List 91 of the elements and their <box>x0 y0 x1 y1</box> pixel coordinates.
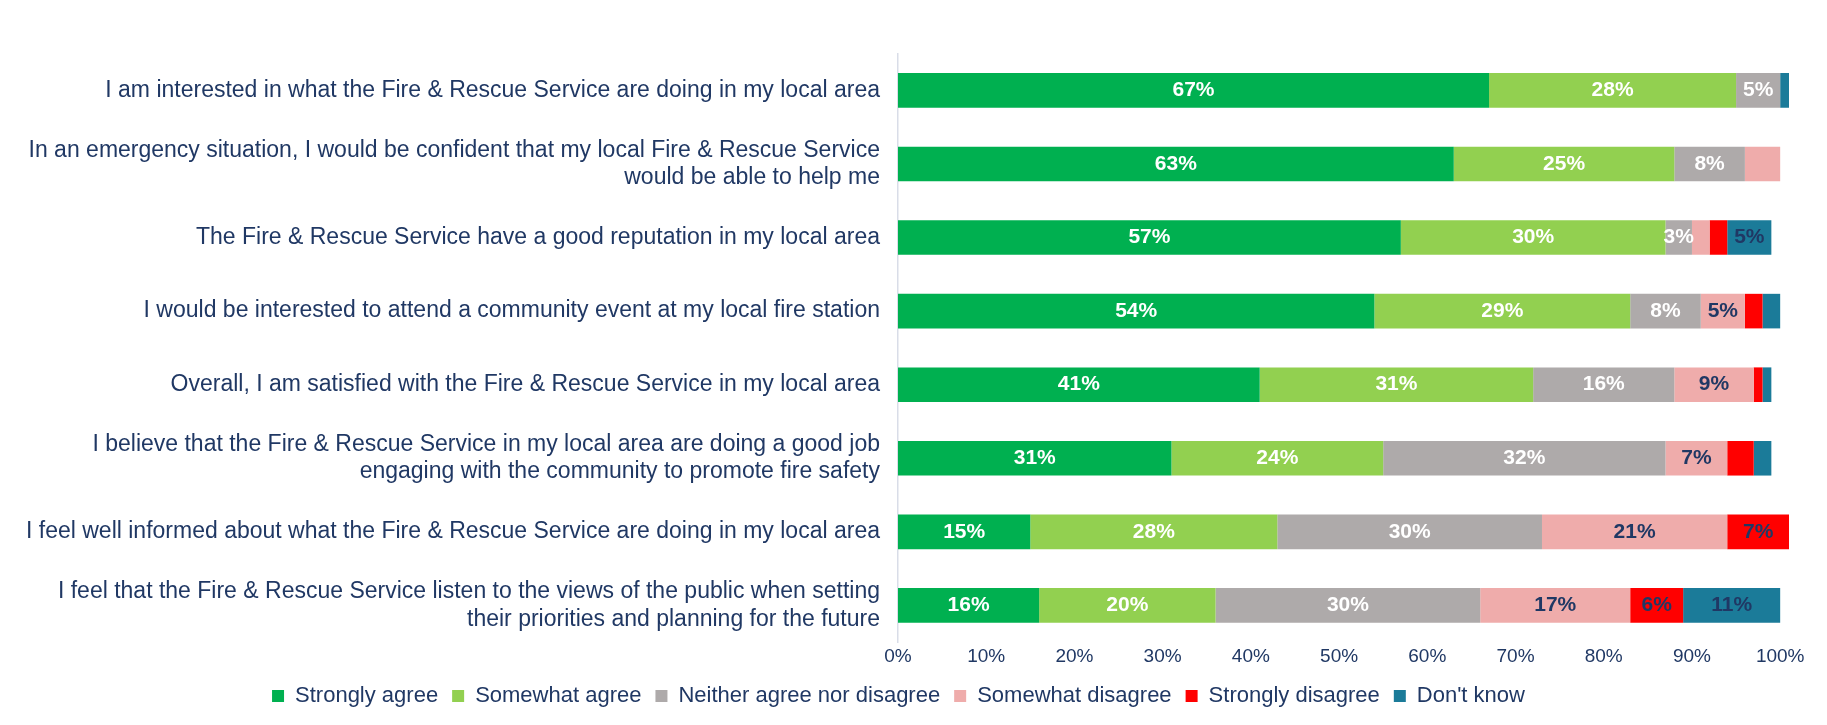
y-tick-label: I would be interested to attend a community event at my local fire station <box>143 296 880 323</box>
bar <box>1453 146 1675 182</box>
legend-label: Strongly disagree <box>1208 682 1380 708</box>
x-tick-label: 70% <box>1496 644 1535 666</box>
x-tick-label: 80% <box>1584 644 1623 666</box>
x-tick-label: 50% <box>1320 644 1359 666</box>
data-label: 31% <box>1375 371 1418 395</box>
bar <box>1259 367 1534 402</box>
data-label: 6% <box>1641 592 1673 616</box>
x-tick-label: 30% <box>1143 644 1182 666</box>
x-tick-label: 100% <box>1755 644 1805 666</box>
data-label: 24% <box>1256 445 1299 469</box>
bar <box>897 293 1375 329</box>
data-label: 29% <box>1481 297 1524 321</box>
data-label: 16% <box>947 592 990 616</box>
data-label: 32% <box>1503 445 1546 469</box>
data-label: 57% <box>1128 224 1171 248</box>
bar <box>897 220 1401 255</box>
data-label: 9% <box>1698 371 1730 395</box>
x-tick-label: 20% <box>1055 644 1094 666</box>
data-label: 30% <box>1388 518 1431 542</box>
legend-label: Somewhat disagree <box>977 682 1172 708</box>
y-tick-label: I feel that the Fire & Rescue Service listen to the views of the public when setting their priorities and planning for the future <box>57 576 880 631</box>
data-label: 31% <box>1013 445 1057 469</box>
bar <box>1383 440 1666 476</box>
bar <box>1709 220 1728 255</box>
bar <box>1215 588 1481 623</box>
bar <box>897 588 1040 623</box>
bar <box>1489 73 1737 108</box>
bar <box>1744 146 1781 182</box>
data-label: 30% <box>1326 592 1370 616</box>
bar <box>1541 514 1728 550</box>
y-tick-label: I feel well informed about what the Fire & Rescue Service are doing in my local area <box>25 517 881 544</box>
legend-label: Strongly agree <box>295 682 439 708</box>
y-tick-label: In an emergency situation, I would be confident that my local Fire & Rescue Service would be able to help me <box>28 135 880 190</box>
bar <box>1374 293 1631 329</box>
data-label: 15% <box>943 518 986 542</box>
data-label: 28% <box>1591 77 1634 101</box>
bar <box>1744 293 1763 329</box>
data-label: 5% <box>1734 224 1765 248</box>
bar <box>1171 440 1384 476</box>
data-label: 67% <box>1172 77 1215 101</box>
bar <box>897 440 1172 476</box>
data-label: 63% <box>1154 150 1198 174</box>
data-label: 25% <box>1543 150 1586 174</box>
bar <box>897 514 1031 550</box>
bar <box>897 73 1490 108</box>
data-label: 17% <box>1534 592 1577 616</box>
data-label: 54% <box>1115 297 1158 321</box>
data-label: 30% <box>1512 224 1555 248</box>
bar <box>1400 220 1666 255</box>
legend-label: Somewhat agree <box>475 682 642 708</box>
legend-label: Don't know <box>1416 682 1526 708</box>
y-tick-label: I am interested in what the Fire & Rescue Service are doing in my local area <box>105 75 881 102</box>
legend-label: Neither agree nor disagree <box>678 682 941 708</box>
data-label: 21% <box>1613 518 1656 542</box>
data-label: 11% <box>1711 592 1753 616</box>
data-label: 20% <box>1106 592 1149 616</box>
data-label: 41% <box>1057 371 1101 395</box>
bar <box>1753 367 1763 402</box>
bar <box>1683 588 1781 623</box>
bar <box>897 146 1454 182</box>
data-label: 8% <box>1694 150 1726 174</box>
bar <box>1727 440 1754 476</box>
bar <box>1780 73 1789 108</box>
bar <box>1674 367 1754 402</box>
data-label: 7% <box>1742 518 1774 542</box>
data-label: 8% <box>1650 297 1681 321</box>
bar <box>1277 514 1542 550</box>
bar <box>1039 588 1216 623</box>
bar <box>1030 514 1278 550</box>
bar <box>897 367 1260 402</box>
data-label: 7% <box>1681 445 1712 469</box>
bar <box>1533 367 1675 402</box>
bar <box>1480 588 1631 623</box>
y-tick-label: I believe that the Fire & Rescue Service in my local area are doing a good job engaging with the community to promote fire safety <box>92 429 881 484</box>
data-label: 16% <box>1582 371 1626 395</box>
x-tick-label: 90% <box>1672 644 1712 666</box>
x-tick-label: 10% <box>967 644 1006 666</box>
bar <box>1762 293 1781 329</box>
x-tick-label: 0% <box>884 644 912 666</box>
data-label: 5% <box>1742 77 1774 101</box>
y-tick-label: Overall, I am satisfied with the Fire & Rescue Service in my local area <box>170 370 881 397</box>
data-label: 28% <box>1132 518 1176 542</box>
y-tick-label: The Fire & Rescue Service have a good reputation in my local area <box>195 222 881 249</box>
data-label: 5% <box>1707 297 1739 321</box>
bar <box>1753 440 1772 476</box>
x-tick-label: 60% <box>1408 644 1447 666</box>
x-tick-label: 40% <box>1231 644 1270 666</box>
bar <box>1762 367 1772 402</box>
bar <box>1665 440 1728 476</box>
